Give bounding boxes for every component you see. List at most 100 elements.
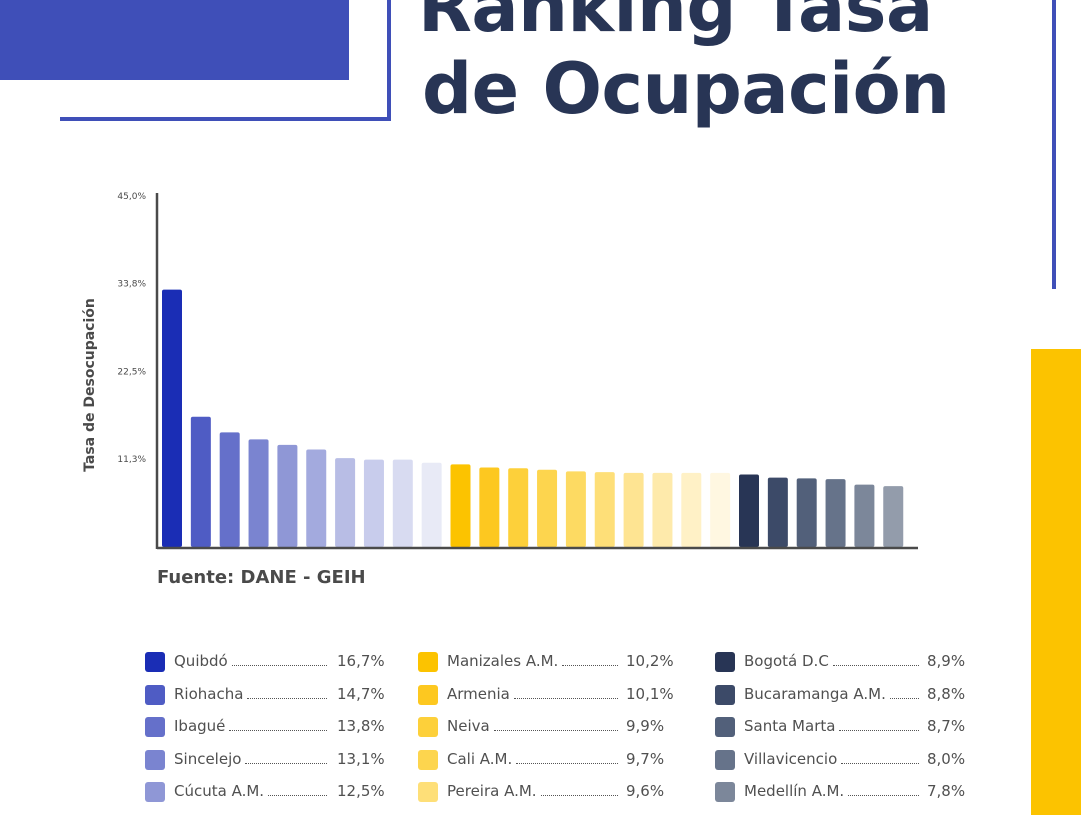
legend-swatch <box>418 652 438 672</box>
bar <box>277 444 298 547</box>
legend-leader-dots <box>232 665 327 666</box>
page-title: Ranking Tasa de Ocupación <box>418 0 1058 130</box>
bar <box>767 477 788 547</box>
legend-label: Ibagué <box>174 717 226 735</box>
bar <box>594 472 615 547</box>
blue-right-line <box>1052 0 1056 289</box>
bar <box>190 416 211 547</box>
legend-item: Medellín A.M. 7,8% <box>715 780 975 813</box>
legend-label: Medellín A.M. <box>744 782 845 800</box>
legend-value: 12,5% <box>337 782 385 800</box>
legend-item: Sincelejo 13,1% <box>145 748 385 781</box>
legend-leader-dots <box>839 730 919 731</box>
bar <box>162 289 182 547</box>
legend-value: 9,6% <box>626 782 665 800</box>
bar <box>248 439 269 547</box>
bar <box>450 464 471 547</box>
legend-swatch <box>145 717 165 737</box>
legend-value: 13,8% <box>337 717 385 735</box>
bar <box>796 478 817 547</box>
blue-frame-line-horizontal <box>60 117 391 121</box>
legend-label: Pereira A.M. <box>447 782 537 800</box>
legend-leader-dots <box>494 730 618 731</box>
y-tick-label: 22,5% <box>117 368 146 378</box>
bar <box>306 449 327 547</box>
legend-column: Bogotá D.C 8,9% Bucaramanga A.M. 8,8% Santa … <box>715 650 975 813</box>
legend-swatch <box>715 652 735 672</box>
legend-leader-dots <box>247 697 327 699</box>
bar <box>825 479 846 547</box>
legend-leader-dots <box>841 762 919 764</box>
legend-leader-dots <box>229 730 327 731</box>
bar <box>335 458 356 547</box>
bar <box>739 474 759 547</box>
legend-label: Quibdó <box>174 652 228 670</box>
legend-swatch <box>715 782 735 802</box>
legend-label: Bucaramanga A.M. <box>744 684 886 703</box>
legend-label: Manizales A.M. <box>447 652 559 670</box>
legend-label: Villavicencio <box>744 749 838 768</box>
bar <box>652 472 673 547</box>
legend-swatch <box>418 717 438 737</box>
legend-swatch <box>145 782 165 802</box>
legend-value: 8,9% <box>927 652 966 670</box>
legend-leader-dots <box>562 665 618 666</box>
legend-swatch <box>145 749 165 770</box>
bar <box>681 472 702 547</box>
legend-item: Bucaramanga A.M. 8,8% <box>715 683 975 716</box>
legend-value: 9,9% <box>626 717 665 735</box>
legend-label: Bogotá D.C <box>744 652 829 670</box>
legend-label: Neiva <box>447 717 490 735</box>
y-tick-label: 33,8% <box>117 279 146 289</box>
legend-value: 8,8% <box>927 684 966 703</box>
legend-swatch <box>418 684 438 705</box>
blue-frame-line-vertical <box>387 0 391 121</box>
legend-item: Cali A.M. 9,7% <box>418 748 674 781</box>
legend-item: Villavicencio 8,0% <box>715 748 975 781</box>
title-line-1: Ranking Tasa <box>418 0 933 48</box>
y-tick-label: 45,0% <box>117 192 146 202</box>
bar <box>710 472 731 547</box>
y-tick-label: 11,3% <box>117 455 146 465</box>
legend-label: Santa Marta <box>744 717 836 735</box>
legend-item: Ibagué 13,8% <box>145 715 385 748</box>
legend-item: Bogotá D.C 8,9% <box>715 650 975 683</box>
legend-item: Santa Marta 8,7% <box>715 715 975 748</box>
legend-swatch <box>418 749 438 770</box>
legend-item: Cúcuta A.M. 12,5% <box>145 780 385 813</box>
legend-label: Armenia <box>447 684 510 703</box>
bar <box>392 459 413 547</box>
y-axis-ticks: 45,0% 33,8% 22,5% 11,3% <box>117 192 146 465</box>
bars <box>162 289 904 547</box>
bar <box>883 486 904 547</box>
legend-value: 7,8% <box>927 782 966 800</box>
legend-swatch <box>145 684 165 705</box>
legend-value: 13,1% <box>337 749 385 768</box>
legend-item: Manizales A.M. 10,2% <box>418 650 674 683</box>
bar <box>219 432 240 547</box>
legend-label: Cali A.M. <box>447 749 513 768</box>
legend-item: Quibdó 16,7% <box>145 650 385 683</box>
blue-corner-block <box>0 0 349 80</box>
bar <box>479 467 500 547</box>
legend-value: 8,7% <box>927 717 966 735</box>
bar <box>508 468 529 547</box>
legend-label: Cúcuta A.M. <box>174 782 265 800</box>
legend-value: 10,2% <box>626 652 674 670</box>
legend-column: Manizales A.M. 10,2% Armenia 10,1% Neiva 9,9%… <box>418 650 674 813</box>
bar <box>623 472 644 547</box>
legend-leader-dots <box>848 795 919 796</box>
bar <box>854 484 875 547</box>
legend-swatch <box>715 684 735 705</box>
legend-item: Armenia 10,1% <box>418 683 674 716</box>
legend-label: Sincelejo <box>174 749 242 768</box>
legend-leader-dots <box>890 697 919 699</box>
legend-item: Pereira A.M. 9,6% <box>418 780 674 813</box>
legend-swatch <box>145 652 165 672</box>
legend-value: 8,0% <box>927 749 966 768</box>
bar-chart: 45,0% 33,8% 22,5% 11,3% Tasa de Desocupació… <box>82 192 918 550</box>
legend-leader-dots <box>541 795 618 796</box>
bar <box>565 471 586 547</box>
bar <box>363 459 384 547</box>
bar <box>421 462 442 547</box>
